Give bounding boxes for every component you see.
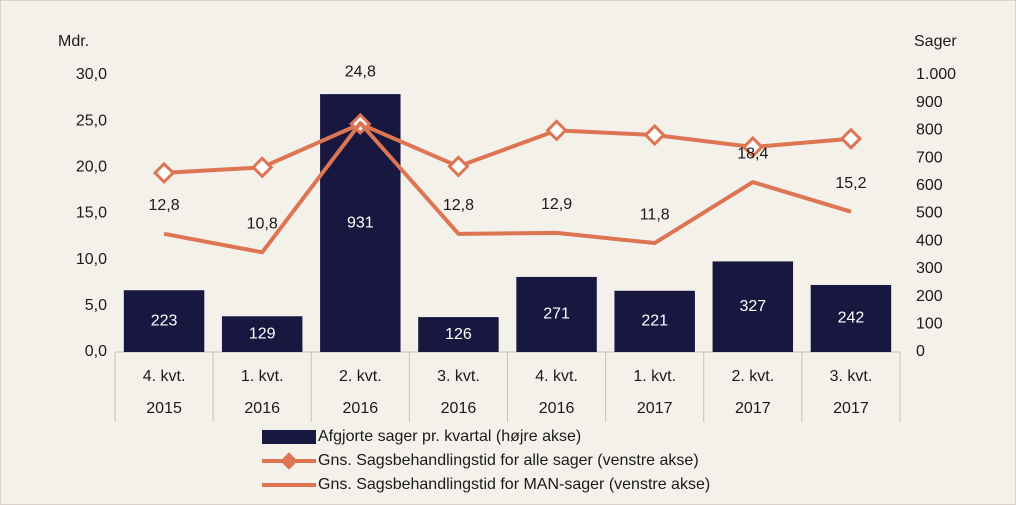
x-tick-label: 1. kvt.	[633, 368, 676, 385]
line-marker	[251, 156, 274, 179]
y-axis-title: Mdr.	[58, 33, 89, 50]
bar-value-label: 271	[543, 306, 570, 323]
x-tick-label: 2015	[146, 400, 182, 417]
x-tick-label: 2016	[244, 400, 280, 417]
x-tick-label: 2017	[833, 400, 869, 417]
data-label: 12,8	[148, 197, 179, 214]
y2-tick-label: 900	[916, 94, 943, 111]
bar	[123, 290, 205, 352]
line-marker	[741, 135, 764, 159]
y2-tick-label: 500	[916, 205, 943, 222]
legend-label: Gns. Sagsbehandlingstid for MAN-sager (v…	[318, 476, 710, 493]
legend-label: Gns. Sagsbehandlingstid for alle sager (…	[318, 452, 699, 469]
y2-tick-label: 800	[916, 122, 943, 139]
data-label: 12,8	[443, 197, 474, 214]
x-tick-label: 1. kvt.	[241, 368, 284, 385]
line-marker	[839, 127, 863, 150]
y2-tick-label: 400	[916, 232, 943, 249]
x-tick-label: 2. kvt.	[339, 368, 382, 385]
y-tick-label: 25,0	[76, 112, 107, 129]
legend-label: Afgjorte sager pr. kvartal (højre akse)	[318, 428, 581, 445]
y2-tick-label: 300	[916, 260, 943, 277]
y2-tick-label: 200	[916, 288, 943, 305]
x-tick-label: 2017	[637, 400, 673, 417]
data-label: 15,2	[835, 175, 866, 192]
y-tick-label: 15,0	[76, 205, 107, 222]
bar-value-label: 223	[151, 312, 178, 329]
data-label: 12,9	[541, 196, 572, 213]
y-tick-label: 5,0	[85, 297, 107, 314]
data-label: 18,4	[737, 145, 768, 162]
y-tick-label: 20,0	[76, 159, 107, 176]
y2-tick-label: 100	[916, 316, 943, 333]
y2-tick-label: 600	[916, 177, 943, 194]
x-tick-label: 2016	[539, 400, 575, 417]
y2-axis-title: Sager	[914, 33, 957, 50]
line-marker	[643, 123, 666, 147]
y2-tick-label: 0	[916, 343, 925, 360]
bar-value-label: 327	[739, 298, 766, 315]
x-tick-label: 2016	[441, 400, 477, 417]
y2-tick-label: 1.000	[916, 66, 956, 83]
bar	[614, 290, 695, 352]
y-tick-label: 30,0	[76, 66, 107, 83]
legend-swatch	[262, 430, 316, 444]
line	[163, 121, 852, 255]
data-label: 11,8	[640, 206, 670, 223]
y2-tick-label: 700	[916, 149, 943, 166]
x-tick-label: 3. kvt.	[437, 368, 480, 385]
x-tick-label: 3. kvt.	[830, 368, 873, 385]
bar-value-label: 126	[445, 326, 472, 343]
line	[163, 121, 852, 175]
data-label: 10,8	[247, 215, 278, 232]
bar	[418, 317, 499, 352]
x-tick-label: 4. kvt.	[535, 368, 578, 385]
bar-value-label: 221	[641, 313, 668, 330]
bar	[712, 261, 794, 352]
x-tick-label: 2016	[343, 400, 379, 417]
y-tick-label: 0,0	[85, 343, 107, 360]
bar-value-label: 931	[347, 214, 374, 231]
x-tick-label: 2. kvt.	[731, 368, 774, 385]
bar-value-label: 242	[838, 310, 865, 327]
bar	[516, 276, 597, 352]
legend-marker	[280, 452, 298, 470]
y-tick-label: 10,0	[76, 251, 107, 268]
line-marker	[447, 155, 470, 178]
x-tick-label: 4. kvt.	[143, 368, 186, 385]
bar	[221, 316, 303, 352]
line-marker	[152, 161, 176, 184]
bar	[810, 284, 892, 352]
line-marker	[545, 119, 568, 142]
data-label: 24,8	[345, 63, 376, 80]
bar-value-label: 129	[249, 325, 276, 342]
x-tick-label: 2017	[735, 400, 771, 417]
